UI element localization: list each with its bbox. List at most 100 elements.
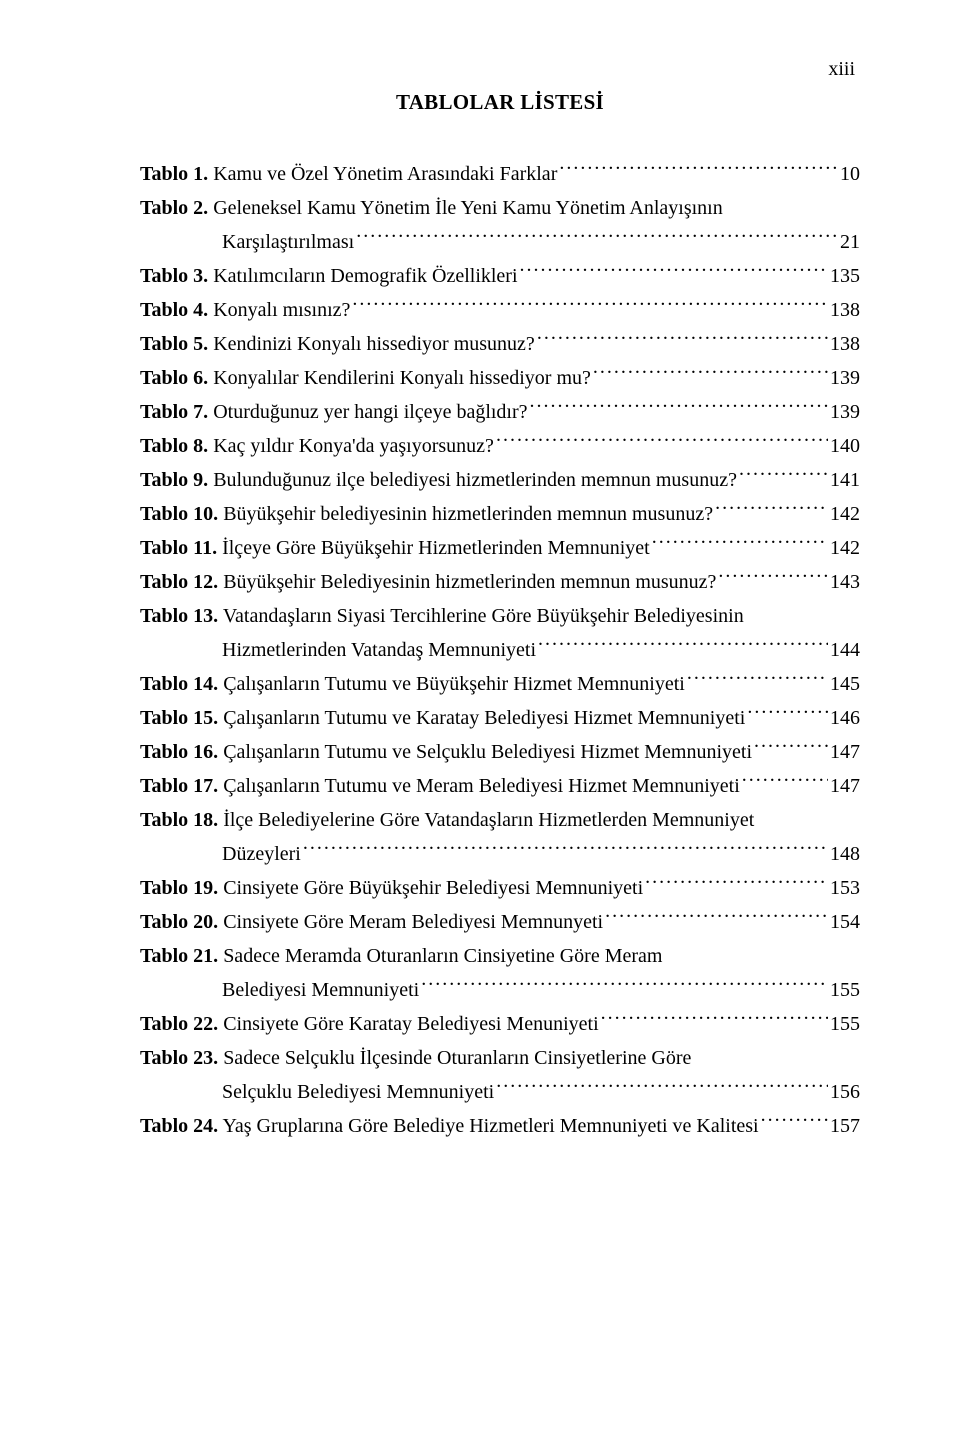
toc-entry-text: Yaş Gruplarına Göre Belediye Hizmetleri … bbox=[218, 1115, 758, 1137]
toc-entry: Tablo 22. Cinsiyete Göre Karatay Belediy… bbox=[140, 1007, 860, 1041]
toc-entry-page: 138 bbox=[830, 293, 860, 327]
toc-entry-cont-text: Düzeyleri bbox=[222, 837, 301, 871]
toc-leader-dots bbox=[715, 498, 828, 520]
toc-entry-number: Tablo 1. bbox=[140, 163, 208, 185]
toc-entry-text: Çalışanların Tutumu ve Meram Belediyesi … bbox=[218, 775, 740, 797]
toc-entry-continuation: Selçuklu Belediyesi Memnuniyeti 156 bbox=[140, 1075, 860, 1109]
toc-entry: Tablo 12. Büyükşehir Belediyesinin hizme… bbox=[140, 565, 860, 599]
toc-entry: Tablo 9. Bulunduğunuz ilçe belediyesi hi… bbox=[140, 463, 860, 497]
toc-leader-dots bbox=[537, 328, 828, 350]
toc-leader-dots bbox=[530, 396, 828, 418]
page-number: xiii bbox=[828, 58, 855, 81]
toc-leader-dots bbox=[352, 294, 828, 316]
toc-entry: Tablo 23. Sadece Selçuklu İlçesinde Otur… bbox=[140, 1041, 860, 1075]
toc-entry-number: Tablo 19. bbox=[140, 877, 218, 899]
toc-entry-label: Tablo 18. İlçe Belediyelerine Göre Vatan… bbox=[140, 803, 754, 837]
toc-entry: Tablo 16. Çalışanların Tutumu ve Selçukl… bbox=[140, 735, 860, 769]
toc-entry-text: Cinsiyete Göre Karatay Belediyesi Menuni… bbox=[218, 1013, 598, 1035]
toc-entry-page: 21 bbox=[840, 225, 860, 259]
toc-entry-page: 148 bbox=[830, 837, 860, 871]
toc-entry-number: Tablo 15. bbox=[140, 707, 218, 729]
toc-entry-cont-text: Karşılaştırılması bbox=[222, 225, 354, 259]
toc-leader-dots bbox=[652, 532, 828, 554]
toc-entry-page: 142 bbox=[830, 497, 860, 531]
toc-entry-text: Konyalı mısınız? bbox=[208, 299, 350, 321]
toc-entry-page: 157 bbox=[830, 1109, 860, 1143]
toc-entry: Tablo 3. Katılımcıların Demografik Özell… bbox=[140, 259, 860, 293]
toc-entry: Tablo 8. Kaç yıldır Konya'da yaşıyorsunu… bbox=[140, 429, 860, 463]
toc-entry-number: Tablo 2. bbox=[140, 197, 208, 219]
toc-entry-label: Tablo 17. Çalışanların Tutumu ve Meram B… bbox=[140, 769, 740, 803]
toc-entry-page: 156 bbox=[830, 1075, 860, 1109]
toc-entry-page: 141 bbox=[830, 463, 860, 497]
toc-entry-number: Tablo 10. bbox=[140, 503, 218, 525]
toc-entry-label: Tablo 8. Kaç yıldır Konya'da yaşıyorsunu… bbox=[140, 429, 494, 463]
toc-entry-page: 139 bbox=[830, 395, 860, 429]
toc-entry-label: Tablo 22. Cinsiyete Göre Karatay Belediy… bbox=[140, 1007, 599, 1041]
toc-entry-page: 146 bbox=[830, 701, 860, 735]
toc-entry-number: Tablo 13. bbox=[140, 605, 218, 627]
toc-entry-label: Tablo 16. Çalışanların Tutumu ve Selçukl… bbox=[140, 735, 752, 769]
toc-leader-dots bbox=[496, 1076, 828, 1098]
toc-entry-label: Tablo 6. Konyalılar Kendilerini Konyalı … bbox=[140, 361, 591, 395]
toc-entry-number: Tablo 16. bbox=[140, 741, 218, 763]
toc-entry-page: 153 bbox=[830, 871, 860, 905]
toc-entry: Tablo 20. Cinsiyete Göre Meram Belediyes… bbox=[140, 905, 860, 939]
toc-entry-number: Tablo 21. bbox=[140, 945, 218, 967]
toc-entry-continuation: Karşılaştırılması 21 bbox=[140, 225, 860, 259]
toc-entry-text: Cinsiyete Göre Büyükşehir Belediyesi Mem… bbox=[218, 877, 643, 899]
toc-entry: Tablo 1. Kamu ve Özel Yönetim Arasındaki… bbox=[140, 157, 860, 191]
toc-entry-label: Tablo 15. Çalışanların Tutumu ve Karatay… bbox=[140, 701, 745, 735]
toc-entry: Tablo 4. Konyalı mısınız? 138 bbox=[140, 293, 860, 327]
toc-entry-text: Geleneksel Kamu Yönetim İle Yeni Kamu Yö… bbox=[208, 197, 723, 219]
toc-entry-label: Tablo 3. Katılımcıların Demografik Özell… bbox=[140, 259, 518, 293]
toc-entry-cont-text: Selçuklu Belediyesi Memnuniyeti bbox=[222, 1075, 494, 1109]
toc-entry-text: Büyükşehir belediyesinin hizmetlerinden … bbox=[218, 503, 713, 525]
toc-entry-label: Tablo 11. İlçeye Göre Büyükşehir Hizmetl… bbox=[140, 531, 650, 565]
toc-entry-cont-text: Hizmetlerinden Vatandaş Memnuniyeti bbox=[222, 633, 536, 667]
toc-entry: Tablo 17. Çalışanların Tutumu ve Meram B… bbox=[140, 769, 860, 803]
toc-entry-number: Tablo 3. bbox=[140, 265, 208, 287]
toc-entry-page: 142 bbox=[830, 531, 860, 565]
toc-entry-page: 143 bbox=[830, 565, 860, 599]
toc-entry-text: Sadece Selçuklu İlçesinde Oturanların Ci… bbox=[218, 1047, 691, 1069]
toc-entry: Tablo 15. Çalışanların Tutumu ve Karatay… bbox=[140, 701, 860, 735]
toc-entry-number: Tablo 6. bbox=[140, 367, 208, 389]
toc-entry-text: Vatandaşların Siyasi Tercihlerine Göre B… bbox=[218, 605, 744, 627]
toc-leader-dots bbox=[718, 566, 828, 588]
toc-entry-text: Oturduğunuz yer hangi ilçeye bağlıdır? bbox=[208, 401, 527, 423]
toc-entry-text: Konyalılar Kendilerini Konyalı hissediyo… bbox=[208, 367, 591, 389]
toc-leader-dots bbox=[687, 668, 828, 690]
toc-entry-page: 140 bbox=[830, 429, 860, 463]
toc-entry-page: 147 bbox=[830, 735, 860, 769]
toc-leader-dots bbox=[593, 362, 828, 384]
toc-entry-text: Katılımcıların Demografik Özellikleri bbox=[208, 265, 517, 287]
toc-entry-text: Cinsiyete Göre Meram Belediyesi Memnunye… bbox=[218, 911, 603, 933]
toc-entry: Tablo 7. Oturduğunuz yer hangi ilçeye ba… bbox=[140, 395, 860, 429]
toc-entries: Tablo 1. Kamu ve Özel Yönetim Arasındaki… bbox=[140, 157, 860, 1143]
toc-leader-dots bbox=[761, 1110, 828, 1132]
toc-entry: Tablo 10. Büyükşehir belediyesinin hizme… bbox=[140, 497, 860, 531]
toc-entry-label: Tablo 13. Vatandaşların Siyasi Tercihler… bbox=[140, 599, 744, 633]
toc-entry-number: Tablo 7. bbox=[140, 401, 208, 423]
toc-entry: Tablo 13. Vatandaşların Siyasi Tercihler… bbox=[140, 599, 860, 633]
toc-entry-page: 145 bbox=[830, 667, 860, 701]
toc-entry-number: Tablo 23. bbox=[140, 1047, 218, 1069]
toc-entry: Tablo 19. Cinsiyete Göre Büyükşehir Bele… bbox=[140, 871, 860, 905]
toc-entry-number: Tablo 14. bbox=[140, 673, 218, 695]
toc-entry-number: Tablo 22. bbox=[140, 1013, 218, 1035]
toc-entry-label: Tablo 4. Konyalı mısınız? bbox=[140, 293, 350, 327]
toc-entry-text: Çalışanların Tutumu ve Selçuklu Belediye… bbox=[218, 741, 752, 763]
toc-entry-text: İlçe Belediyelerine Göre Vatandaşların H… bbox=[218, 809, 754, 831]
toc-entry-number: Tablo 11. bbox=[140, 537, 217, 559]
toc-entry-label: Tablo 14. Çalışanların Tutumu ve Büyükşe… bbox=[140, 667, 685, 701]
toc-entry-label: Tablo 20. Cinsiyete Göre Meram Belediyes… bbox=[140, 905, 603, 939]
toc-entry-continuation: Belediyesi Memnuniyeti155 bbox=[140, 973, 860, 1007]
toc-entry-page: 139 bbox=[830, 361, 860, 395]
toc-entry-text: Büyükşehir Belediyesinin hizmetlerinden … bbox=[218, 571, 716, 593]
toc-entry-text: Çalışanların Tutumu ve Karatay Belediyes… bbox=[218, 707, 745, 729]
toc-entry-text: Çalışanların Tutumu ve Büyükşehir Hizmet… bbox=[218, 673, 685, 695]
toc-leader-dots bbox=[520, 260, 828, 282]
toc-leader-dots bbox=[601, 1008, 828, 1030]
toc-entry-label: Tablo 9. Bulunduğunuz ilçe belediyesi hi… bbox=[140, 463, 737, 497]
